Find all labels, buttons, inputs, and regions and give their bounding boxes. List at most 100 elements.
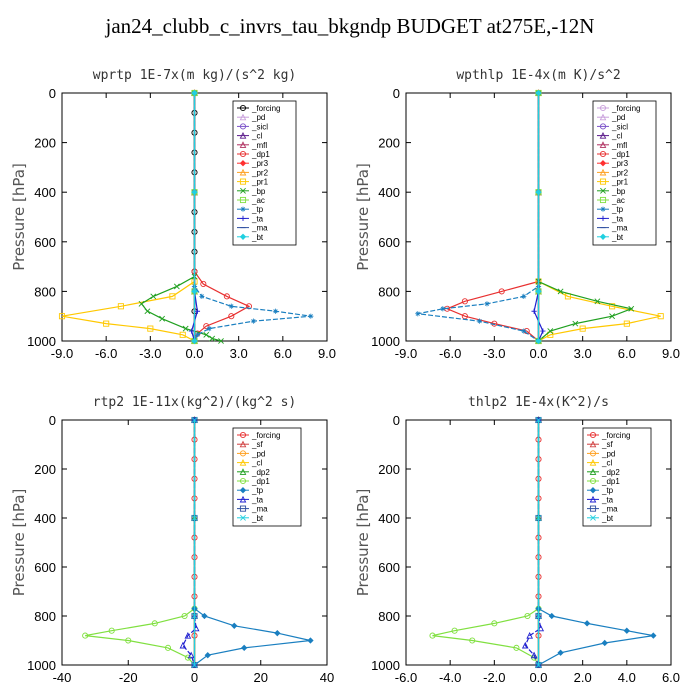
legend-label: _sf [251, 440, 263, 449]
y-tick-label: 600 [34, 560, 56, 575]
x-tick-label: 20 [254, 670, 268, 685]
series-line-tp [417, 93, 540, 342]
data-point [477, 318, 483, 324]
legend-label: _dp2 [251, 468, 270, 477]
data-point [535, 89, 542, 97]
legend-label: _pr2 [251, 168, 269, 177]
legend-label: _bp [251, 187, 266, 196]
legend-label: _pd [611, 113, 625, 122]
data-point [204, 652, 211, 659]
y-tick-label: 200 [34, 136, 56, 151]
data-point [540, 328, 546, 334]
data-point [187, 651, 195, 659]
legend-label: _ma [601, 505, 618, 514]
y-tick-label: 1000 [27, 658, 56, 673]
data-point [601, 639, 608, 647]
x-tick-label: 6.0 [662, 670, 680, 685]
data-point [108, 627, 115, 634]
series-line-dp1 [193, 93, 251, 342]
legend-label: _bt [601, 514, 614, 523]
data-point [117, 303, 124, 310]
legend-marker [239, 196, 247, 204]
data-point [58, 313, 66, 320]
series-line-tp [193, 93, 311, 342]
data-point [461, 298, 468, 305]
y-axis-label: Pressure [hPa] [10, 163, 28, 271]
legend-label: _pr1 [611, 178, 629, 187]
y-tick-label: 200 [34, 462, 56, 477]
data-point [274, 629, 281, 637]
legend-label: _forcing [611, 104, 640, 113]
data-point [103, 320, 110, 327]
data-point [308, 313, 314, 319]
data-point [594, 298, 601, 305]
legend-marker [599, 104, 607, 112]
data-point [191, 89, 198, 97]
data-point [440, 306, 446, 312]
data-point [250, 318, 256, 324]
x-tick-label: -4.0 [439, 670, 461, 685]
legend-label: _ta [251, 214, 264, 223]
data-point [199, 293, 205, 299]
legend-marker [239, 178, 247, 185]
data-point [429, 632, 436, 639]
data-point [535, 417, 542, 423]
legend-marker [240, 514, 246, 521]
data-point [491, 620, 498, 627]
legend-marker [589, 495, 597, 503]
series-line-dp1 [85, 420, 196, 666]
data-point [179, 331, 186, 338]
legend-marker [599, 178, 607, 185]
data-point [524, 612, 531, 620]
data-point [530, 651, 538, 659]
x-tick-label: -6.0 [395, 670, 417, 685]
data-point [200, 280, 207, 288]
data-point [201, 612, 208, 620]
data-point [547, 331, 554, 338]
data-point [583, 620, 591, 627]
legend-marker [239, 160, 247, 167]
legend-label: _ta [601, 495, 614, 504]
data-point [521, 293, 527, 299]
data-point [628, 305, 635, 312]
y-tick-label: 600 [378, 235, 400, 250]
data-point [191, 515, 198, 521]
legend-label: _tp [251, 486, 264, 495]
panel-2: wpthlp 1E-4x(m K)/s^2 0 200 400 600 800 1000-9… [354, 68, 680, 361]
legend-marker [589, 458, 597, 466]
legend-label: _mfl [251, 141, 267, 150]
x-tick-label: -6.0 [439, 346, 461, 361]
x-tick-label: 40 [320, 670, 334, 685]
legend-label: _ac [251, 196, 265, 205]
data-point [535, 189, 542, 196]
panel-4: thlp2 1E-4x(K^2)/s 0 200 400 600 800 1000-6.0 -… [354, 395, 680, 685]
data-point [188, 328, 195, 334]
x-tick-label: 3.0 [574, 346, 592, 361]
series-line-dp1 [432, 420, 540, 666]
legend-marker [239, 123, 247, 130]
data-point [513, 644, 520, 651]
legend-marker [589, 450, 597, 457]
legend-marker [599, 123, 607, 130]
data-point [82, 632, 89, 639]
y-axis-label: Pressure [hPa] [354, 163, 372, 271]
legend-label: _ta [251, 495, 264, 504]
y-axis-label: Pressure [hPa] [354, 489, 372, 597]
legend-marker [589, 505, 597, 512]
x-tick-label: 6.0 [274, 346, 292, 361]
data-point [547, 328, 554, 334]
data-point [623, 320, 630, 327]
legend-label: _pd [251, 449, 265, 458]
panel-title: thlp2 1E-4x(K^2)/s [468, 395, 609, 410]
legend-label: _pd [251, 113, 265, 122]
legend-marker [599, 160, 607, 167]
legend-marker [599, 141, 607, 148]
data-point [173, 283, 180, 290]
x-tick-label: 3.0 [230, 346, 248, 361]
y-tick-label: 0 [393, 413, 400, 428]
x-tick-label: 6.0 [618, 346, 636, 361]
panel-3: rtp2 1E-11x(kg^2)/(kg^2 s)02004006008001… [10, 395, 334, 685]
legend-marker [239, 487, 247, 494]
x-tick-label: 9.0 [318, 346, 336, 361]
